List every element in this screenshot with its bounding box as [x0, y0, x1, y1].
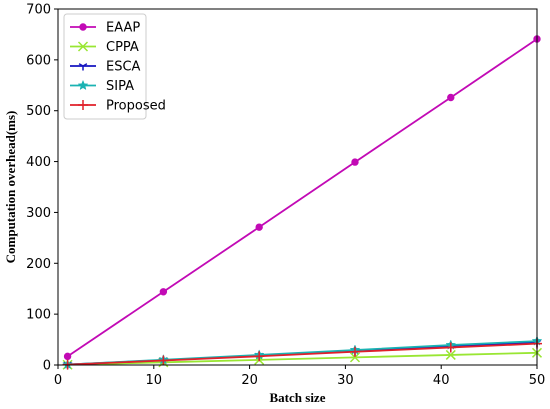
- y-axis-title: Computation overhead(ms): [3, 111, 18, 264]
- legend-marker: [79, 23, 87, 31]
- data-point: [254, 351, 265, 362]
- x-tick-label: 30: [337, 373, 354, 388]
- legend-marker: [77, 79, 89, 91]
- x-tick-label: 20: [241, 373, 258, 388]
- legend-item: EAAP: [70, 21, 140, 36]
- legend-item: Proposed: [70, 99, 166, 114]
- legend-item: ESCA: [70, 60, 141, 75]
- y-tick-label: 100: [26, 308, 51, 323]
- y-tick-label: 0: [43, 359, 51, 374]
- series-line: [67, 351, 538, 366]
- legend-marker: [78, 63, 88, 71]
- legend-label: CPPA: [106, 40, 139, 55]
- series-cppa: [62, 347, 543, 370]
- series-eaap: [63, 35, 541, 361]
- data-point: [158, 355, 169, 366]
- data-point: [63, 352, 72, 361]
- legend-label: Proposed: [106, 99, 166, 114]
- data-point: [447, 93, 455, 102]
- y-tick-label: 500: [26, 104, 51, 119]
- legend-label: ESCA: [106, 60, 141, 75]
- x-tick-label: 10: [146, 373, 163, 388]
- legend-marker: [78, 100, 88, 110]
- y-tick-label: 600: [26, 53, 51, 68]
- legend: EAAP CPPA ESCA SIPA Proposed: [63, 13, 166, 120]
- x-tick-label: 0: [54, 373, 62, 388]
- y-tick-label: 700: [26, 3, 51, 18]
- legend-marker: [77, 41, 89, 52]
- x-axis: 0 10 20 30 40 50: [54, 365, 545, 388]
- data-point: [445, 349, 456, 360]
- series-line: [67, 38, 538, 358]
- data-point: [255, 223, 263, 231]
- plot-frame: [57, 8, 538, 366]
- x-tick-label: 50: [529, 373, 546, 388]
- y-tick-label: 200: [26, 257, 51, 272]
- data-point: [445, 342, 456, 353]
- data-point: [159, 288, 168, 296]
- legend-item: CPPA: [70, 40, 139, 55]
- legend-box: [63, 13, 147, 120]
- y-tick-label: 400: [26, 155, 51, 170]
- legend-label: SIPA: [106, 79, 134, 94]
- y-tick-label: 300: [26, 206, 51, 221]
- y-axis: 0 100 200 300 400 500 600 700: [26, 3, 58, 374]
- data-point: [351, 158, 359, 166]
- data-point: [349, 346, 360, 357]
- x-axis-title: Batch size: [270, 390, 326, 405]
- legend-item: SIPA: [70, 79, 134, 94]
- legend-label: EAAP: [106, 21, 140, 36]
- x-tick-label: 40: [433, 373, 450, 388]
- series-line: [67, 342, 538, 366]
